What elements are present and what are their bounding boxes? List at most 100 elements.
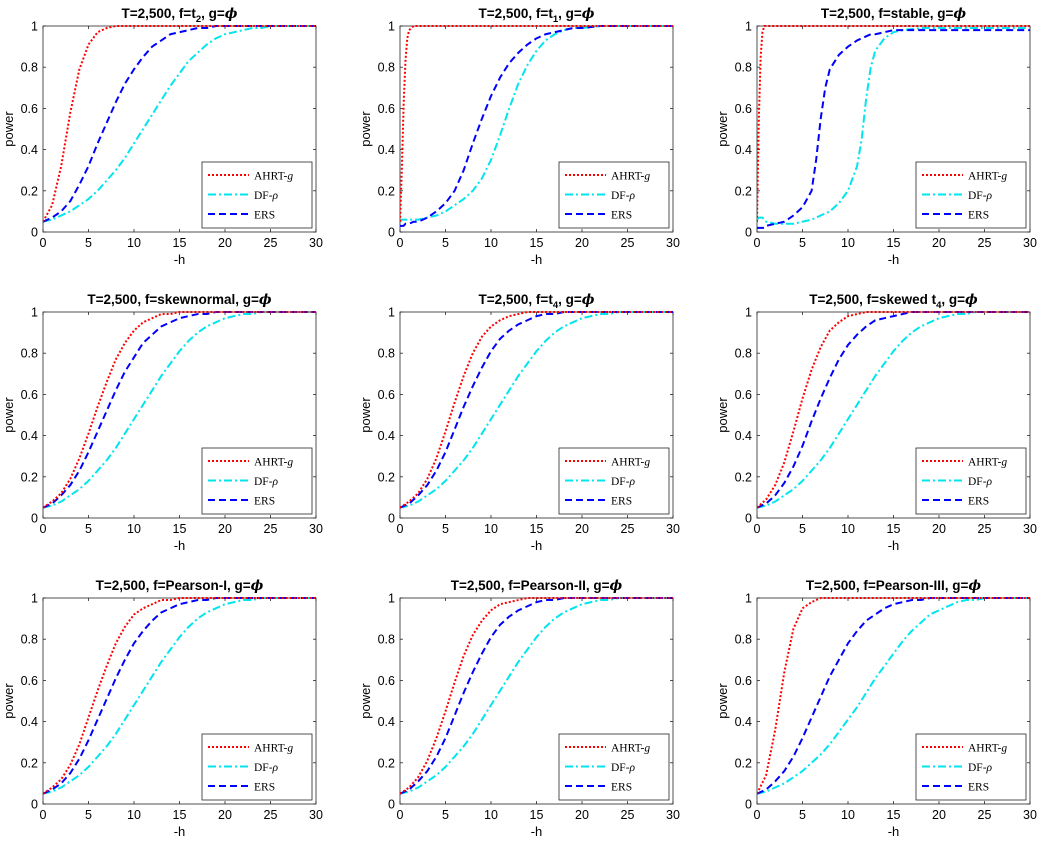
legend-label-ers: ERS xyxy=(254,210,275,222)
x-tick-label: 30 xyxy=(1023,522,1037,536)
y-tick-label: 0.2 xyxy=(378,184,395,198)
chart-panel: T=2,500, f=Pearson-I, g=ϕ 0 5 10 15 20 25 30 0 0.… xyxy=(1,578,323,839)
chart-panel: T=2,500, f=t2, g=ϕ 0 5 10 15 20 25 30 0 0.2 0.4 0.6… xyxy=(1,6,323,267)
x-tick-label: 30 xyxy=(309,236,323,250)
y-tick-label: 0.4 xyxy=(735,715,752,729)
legend: AHRT-g DF-ρ ERS xyxy=(915,447,1027,515)
y-tick-label: 0.6 xyxy=(378,674,395,688)
y-axis-label: power xyxy=(1,111,16,147)
x-tick-label: 25 xyxy=(621,236,635,250)
x-axis-label: -h xyxy=(531,538,543,553)
x-axis-label: -h xyxy=(888,824,900,839)
legend-label-df: DF-ρ xyxy=(611,190,636,202)
x-tick-label: 10 xyxy=(841,522,855,536)
legend-label-ers: ERS xyxy=(611,496,632,508)
chart-title: T=2,500, f=Pearson-III, g=ϕ xyxy=(806,578,981,594)
chart-title: T=2,500, f=Pearson-I, g=ϕ xyxy=(96,578,264,594)
series-line-ahrt xyxy=(43,597,316,795)
y-axis-label: power xyxy=(715,111,730,147)
legend: AHRT-g DF-ρ ERS xyxy=(201,161,313,229)
legend: AHRT-g DF-ρ ERS xyxy=(201,447,313,515)
legend-label-ers: ERS xyxy=(968,210,989,222)
chart-title: T=2,500, f=t4, g=ϕ xyxy=(479,292,595,311)
series-line-df xyxy=(757,27,1030,225)
legend: AHRT-g DF-ρ ERS xyxy=(915,161,1027,229)
x-tick-label: 5 xyxy=(85,522,92,536)
series-line-ers xyxy=(757,29,1030,229)
y-axis-label: power xyxy=(715,683,730,719)
x-tick-label: 15 xyxy=(173,522,187,536)
y-tick-label: 0 xyxy=(745,798,752,812)
y-axis-label: power xyxy=(715,397,730,433)
y-tick-label: 0.6 xyxy=(735,102,752,116)
y-axis-label: power xyxy=(1,683,16,719)
legend-label-df: DF-ρ xyxy=(254,190,279,202)
legend-label-ers: ERS xyxy=(611,210,632,222)
series-line-ahrt xyxy=(43,25,316,223)
y-tick-label: 1 xyxy=(388,20,395,34)
legend-label-ahrt: AHRT-g xyxy=(611,743,650,755)
y-tick-label: 1 xyxy=(745,306,752,320)
y-axis-label: power xyxy=(358,397,373,433)
x-tick-label: 20 xyxy=(218,808,232,822)
legend: AHRT-g DF-ρ ERS xyxy=(558,447,670,515)
y-tick-label: 0 xyxy=(745,226,752,240)
chart-title: T=2,500, f=Pearson-II, g=ϕ xyxy=(451,578,623,594)
y-tick-label: 1 xyxy=(388,306,395,320)
y-tick-label: 0.6 xyxy=(378,102,395,116)
chart-panel: T=2,500, f=Pearson-III, g=ϕ0 5 10 15 20 25 300… xyxy=(715,578,1037,839)
y-tick-label: 0.6 xyxy=(735,388,752,402)
y-tick-label: 0.2 xyxy=(21,470,38,484)
x-tick-label: 0 xyxy=(40,808,47,822)
y-tick-label: 1 xyxy=(388,592,395,606)
x-tick-label: 0 xyxy=(754,808,761,822)
y-tick-label: 0 xyxy=(31,512,38,526)
y-tick-label: 0 xyxy=(745,512,752,526)
x-axis-label: -h xyxy=(888,252,900,267)
chart-title: T=2,500, f=stable, g=ϕ xyxy=(821,6,966,22)
series-line-ahrt xyxy=(400,597,673,795)
legend: AHRT-g DF-ρ ERS xyxy=(201,733,313,801)
x-tick-label: 5 xyxy=(799,236,806,250)
legend: AHRT-g DF-ρ ERS xyxy=(915,733,1027,801)
x-tick-label: 25 xyxy=(621,522,635,536)
x-axis-label: -h xyxy=(888,538,900,553)
x-tick-label: 30 xyxy=(666,808,680,822)
x-tick-label: 15 xyxy=(530,236,544,250)
x-axis-label: -h xyxy=(174,824,186,839)
x-tick-label: 20 xyxy=(932,808,946,822)
x-tick-label: 15 xyxy=(887,236,901,250)
x-axis-label: -h xyxy=(531,824,543,839)
y-axis-label: power xyxy=(358,111,373,147)
x-tick-label: 25 xyxy=(264,236,278,250)
legend-label-ers: ERS xyxy=(254,782,275,794)
legend-label-df: DF-ρ xyxy=(611,762,636,774)
chart-title: T=2,500, f=t1, g=ϕ xyxy=(479,6,595,25)
y-axis-label: power xyxy=(358,683,373,719)
x-tick-label: 10 xyxy=(484,522,498,536)
x-tick-label: 0 xyxy=(397,522,404,536)
x-tick-label: 25 xyxy=(621,808,635,822)
chart-title: T=2,500, f=skewed t4, g=ϕ xyxy=(809,292,978,311)
y-tick-label: 1 xyxy=(31,20,38,34)
y-tick-label: 0.2 xyxy=(21,184,38,198)
series-line-ers xyxy=(400,311,673,509)
legend-label-ahrt: AHRT-g xyxy=(968,171,1007,183)
y-tick-label: 0.8 xyxy=(21,347,38,361)
legend-label-df: DF-ρ xyxy=(254,762,279,774)
chart-panel: T=2,500, f=t1, g=ϕ 0 5 10 15 20 25 30 0 0.2 0.4 0.6… xyxy=(358,6,680,267)
legend-label-ahrt: AHRT-g xyxy=(611,457,650,469)
x-axis-label: -h xyxy=(174,538,186,553)
x-tick-label: 20 xyxy=(575,808,589,822)
y-tick-label: 0.4 xyxy=(21,715,38,729)
x-tick-label: 20 xyxy=(218,522,232,536)
legend-label-ahrt: AHRT-g xyxy=(968,743,1007,755)
x-tick-label: 0 xyxy=(40,522,47,536)
y-tick-label: 0.8 xyxy=(21,633,38,647)
x-tick-label: 10 xyxy=(127,236,141,250)
y-tick-label: 0 xyxy=(31,798,38,812)
series-line-ahrt xyxy=(757,597,1030,795)
x-tick-label: 0 xyxy=(754,522,761,536)
series-line-ahrt xyxy=(757,25,1030,222)
